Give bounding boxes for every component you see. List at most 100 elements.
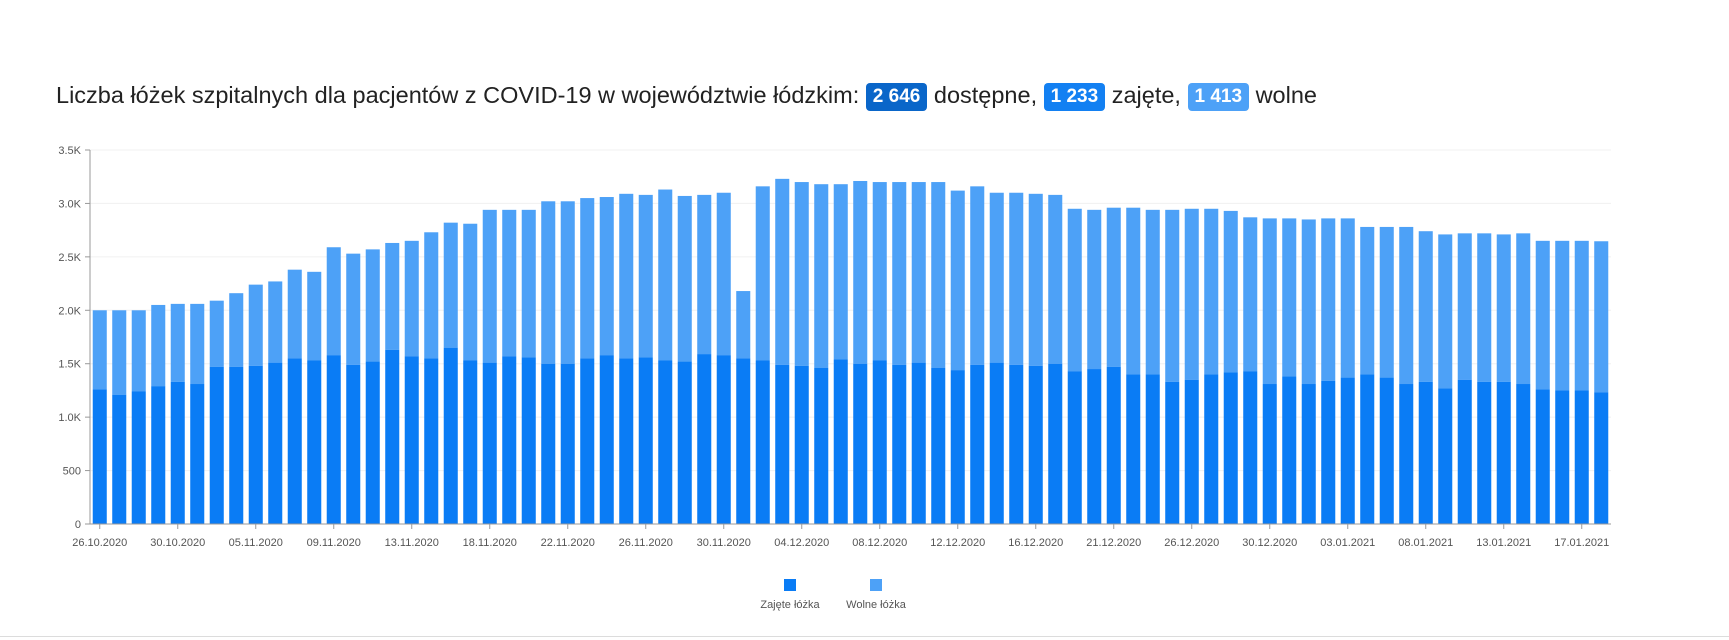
bar-free	[1106, 207, 1121, 367]
bar-occupied	[775, 364, 790, 524]
bar-occupied	[1009, 364, 1024, 524]
bar-occupied	[814, 367, 829, 524]
bar-free	[443, 222, 458, 348]
bar-occupied	[1438, 388, 1453, 524]
bar-occupied	[892, 364, 907, 524]
x-tick-label: 26.12.2020	[1164, 537, 1219, 549]
bar-occupied	[931, 367, 946, 524]
bar-free	[580, 198, 595, 359]
bar-occupied	[950, 370, 965, 524]
bar-free	[1379, 226, 1394, 378]
bar-occupied	[1301, 384, 1316, 524]
bar-free	[229, 293, 244, 367]
bar-free	[1555, 240, 1570, 391]
bar-occupied	[853, 363, 868, 524]
x-tick-label: 08.01.2021	[1398, 537, 1453, 549]
bar-free	[1360, 226, 1375, 375]
bar-occupied	[248, 365, 263, 524]
bar-occupied	[1145, 374, 1160, 524]
bar-free	[814, 184, 829, 368]
bar-occupied	[1574, 390, 1589, 524]
bar-free	[170, 303, 185, 382]
bar-free	[1321, 218, 1336, 381]
bar-free	[287, 269, 302, 359]
label-free: wolne	[1255, 82, 1317, 108]
y-tick-label: 1.0K	[58, 412, 81, 424]
bar-occupied	[151, 386, 166, 524]
bar-occupied	[970, 364, 985, 524]
x-tick-label: 26.11.2020	[619, 537, 673, 549]
bar-occupied	[404, 356, 419, 524]
x-tick-label: 21.12.2020	[1086, 537, 1141, 549]
bar-free	[1535, 240, 1550, 390]
bar-occupied	[755, 360, 770, 524]
bar-free	[424, 232, 439, 359]
bar-free	[326, 247, 341, 356]
label-available: dostępne,	[933, 82, 1038, 108]
bar-free	[794, 182, 809, 366]
bar-occupied	[346, 364, 361, 524]
bar-occupied	[638, 357, 653, 524]
x-tick-label: 17.01.2021	[1554, 537, 1609, 549]
bar-occupied	[287, 358, 302, 524]
bar-occupied	[463, 360, 478, 524]
x-tick-label: 12.12.2020	[930, 537, 985, 549]
bar-free	[521, 209, 536, 358]
bar-free	[1126, 207, 1141, 375]
bar-occupied	[1360, 374, 1375, 524]
x-tick-label: 22.11.2020	[541, 537, 595, 549]
bar-occupied	[619, 358, 634, 524]
legend-free-swatch	[870, 579, 882, 591]
badge-free: 1 413	[1187, 83, 1250, 111]
bar-free	[775, 178, 790, 365]
bar-free	[1145, 209, 1160, 375]
bar-occupied	[872, 360, 887, 524]
bar-free	[1223, 210, 1238, 373]
bar-occupied	[190, 384, 205, 524]
bar-occupied	[716, 355, 731, 524]
bar-occupied	[736, 358, 751, 524]
badge-occupied: 1 233	[1043, 83, 1106, 111]
x-tick-label: 13.11.2020	[385, 537, 439, 549]
x-tick-label: 26.10.2020	[72, 537, 127, 549]
badge-available: 2 646	[865, 83, 928, 111]
bar-occupied	[1379, 377, 1394, 524]
bar-free	[872, 182, 887, 361]
y-tick-label: 500	[63, 466, 81, 478]
bar-free	[1009, 192, 1024, 365]
bar-occupied	[112, 394, 127, 524]
bar-free	[560, 201, 575, 364]
x-tick-label: 04.12.2020	[774, 537, 829, 549]
bar-occupied	[1087, 369, 1102, 524]
x-tick-label: 03.01.2021	[1320, 537, 1375, 549]
bar-free	[1028, 193, 1043, 366]
bar-occupied	[365, 361, 380, 524]
bar-free	[1048, 194, 1063, 364]
bar-occupied	[1321, 380, 1336, 524]
bar-occupied	[1165, 381, 1180, 524]
bar-occupied	[541, 363, 556, 524]
bar-occupied	[1477, 381, 1492, 524]
bar-free	[1301, 219, 1316, 385]
bar-free	[658, 189, 673, 361]
x-tick-label: 30.10.2020	[150, 537, 205, 549]
bar-free	[346, 253, 361, 365]
y-tick-label: 1.5K	[58, 359, 81, 371]
bar-occupied	[131, 391, 146, 524]
bar-free	[1204, 208, 1219, 375]
bar-free	[1496, 234, 1511, 382]
bar-occupied	[443, 347, 458, 524]
bar-occupied	[1340, 377, 1355, 524]
bar-free	[1243, 217, 1258, 372]
x-tick-label: 16.12.2020	[1008, 537, 1063, 549]
bar-occupied	[1516, 384, 1531, 524]
bar-free	[268, 281, 283, 363]
bar-occupied	[1282, 376, 1297, 524]
bar-free	[1594, 241, 1609, 393]
bar-free	[1418, 231, 1433, 382]
bar-occupied	[1067, 371, 1082, 524]
bar-free	[950, 190, 965, 371]
bar-occupied	[1399, 384, 1414, 524]
bar-occupied	[677, 361, 692, 524]
